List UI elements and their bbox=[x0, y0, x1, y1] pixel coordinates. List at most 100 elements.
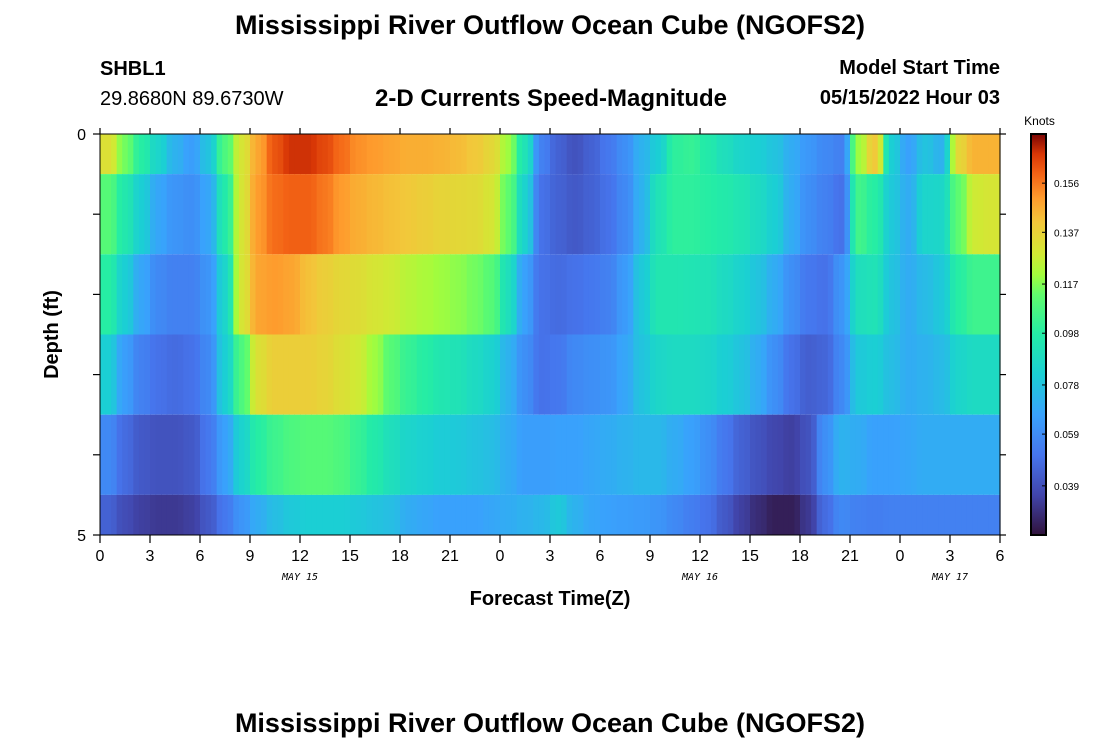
heatmap-cell-r2-h41-0 bbox=[783, 254, 790, 335]
x-tick-label-16: 0 bbox=[896, 548, 905, 565]
heatmap-cell-r5-h27-1 bbox=[555, 494, 562, 535]
heatmap-cell-r5-h41-2 bbox=[794, 494, 801, 535]
heatmap-cell-r2-h25-1 bbox=[522, 254, 529, 335]
heatmap-cell-r5-h34-1 bbox=[672, 494, 679, 535]
heatmap-cell-r0-h36-1 bbox=[705, 134, 712, 175]
heatmap-cell-r5-h16-1 bbox=[372, 494, 379, 535]
heatmap-cell-r2-h15-1 bbox=[355, 254, 362, 335]
heatmap-cell-r5-h14-0 bbox=[333, 494, 340, 535]
heatmap-cell-r3-h32-0 bbox=[633, 334, 640, 415]
heatmap-cell-r2-h37-0 bbox=[716, 254, 723, 335]
heatmap-cell-r1-h8-2 bbox=[244, 174, 251, 255]
heatmap-cell-r3-h37-0 bbox=[716, 334, 723, 415]
x-tick-label-11: 9 bbox=[646, 548, 655, 565]
heatmap-cell-r3-h18-1 bbox=[405, 334, 412, 415]
heatmap-cell-r1-h44-0 bbox=[833, 174, 840, 255]
heatmap-cell-r5-h46-0 bbox=[866, 494, 873, 535]
heatmap-cell-r2-h6-1 bbox=[205, 254, 212, 335]
heatmap-cell-r0-h35-1 bbox=[688, 134, 696, 175]
heatmap-cell-r1-h19-2 bbox=[427, 174, 434, 255]
heatmap-cell-r3-h12-1 bbox=[305, 334, 312, 415]
heatmap-cell-r4-h15-2 bbox=[361, 414, 368, 495]
heatmap-cell-r2-h27-1 bbox=[555, 254, 562, 335]
heatmap-cell-r0-h51-1 bbox=[955, 134, 962, 175]
heatmap-cell-r4-h53-2 bbox=[994, 414, 1001, 495]
heatmap-cell-r0-h20-2 bbox=[444, 134, 451, 175]
heatmap-cell-r2-h0-0 bbox=[100, 254, 107, 335]
heatmap-cell-r0-h17-2 bbox=[394, 134, 401, 175]
heatmap-cell-r2-h32-2 bbox=[644, 254, 651, 335]
heatmap-cell-r2-h14-2 bbox=[344, 254, 351, 335]
heatmap-cell-r4-h37-2 bbox=[727, 414, 734, 495]
heatmap-cell-r1-h4-1 bbox=[172, 174, 179, 255]
heatmap-cell-r4-h31-1 bbox=[622, 414, 629, 495]
heatmap-cell-r3-h51-1 bbox=[955, 334, 962, 415]
heatmap-cell-r3-h46-0 bbox=[866, 334, 873, 415]
x-tick-label-18: 6 bbox=[996, 548, 1005, 565]
heatmap-cell-r2-h36-2 bbox=[711, 254, 718, 335]
heatmap-cell-r4-h10-0 bbox=[266, 414, 273, 495]
heatmap-cell-r0-h34-2 bbox=[677, 134, 684, 175]
heatmap-cell-r4-h5-0 bbox=[183, 414, 190, 495]
heatmap-cell-r4-h31-2 bbox=[627, 414, 634, 495]
heatmap-cell-r4-h27-1 bbox=[555, 414, 562, 495]
heatmap-cell-r1-h10-1 bbox=[272, 174, 279, 255]
heatmap-cell-r1-h12-2 bbox=[311, 174, 318, 255]
heatmap-cell-r3-h6-2 bbox=[211, 334, 218, 415]
heatmap-cell-r4-h43-2 bbox=[827, 414, 834, 495]
heatmap-cell-r5-h48-2 bbox=[911, 494, 918, 535]
heatmap-cell-r0-h16-0 bbox=[366, 134, 373, 175]
heatmap-cell-r2-h52-0 bbox=[966, 254, 973, 335]
heatmap-cell-r5-h31-0 bbox=[616, 494, 623, 535]
heatmap-cell-r4-h9-1 bbox=[255, 414, 262, 495]
heatmap-cell-r0-h43-2 bbox=[827, 134, 834, 175]
heatmap-cell-r5-h44-0 bbox=[833, 494, 840, 535]
heatmap-cell-r0-h34-0 bbox=[666, 134, 673, 175]
heatmap-cell-r4-h10-2 bbox=[277, 414, 284, 495]
heatmap-cell-r1-h11-2 bbox=[294, 174, 301, 255]
heatmap-cell-r2-h39-2 bbox=[761, 254, 768, 335]
heatmap-cell-r4-h28-2 bbox=[577, 414, 584, 495]
heatmap-cell-r0-h53-0 bbox=[983, 134, 990, 175]
heatmap-cell-r3-h44-1 bbox=[838, 334, 846, 415]
heatmap-cell-r1-h5-2 bbox=[194, 174, 201, 255]
x-tick-label-0: 0 bbox=[96, 548, 105, 565]
heatmap-cell-r3-h12-2 bbox=[311, 334, 318, 415]
heatmap-cell-r4-h47-2 bbox=[894, 414, 901, 495]
heatmap-cell-r2-h46-0 bbox=[866, 254, 873, 335]
heatmap-cell-r1-h9-0 bbox=[250, 174, 257, 255]
heatmap-cell-r1-h13-0 bbox=[316, 174, 323, 255]
heatmap-cell-r2-h22-1 bbox=[472, 254, 479, 335]
heatmap-cell-r5-h12-2 bbox=[311, 494, 318, 535]
heatmap-cell-r4-h20-0 bbox=[433, 414, 440, 495]
heatmap-cell-r4-h15-0 bbox=[350, 414, 357, 495]
heatmap-cell-r5-h26-1 bbox=[538, 494, 546, 535]
heatmap-cell-r4-h29-0 bbox=[583, 414, 590, 495]
chart-subtitle: 2-D Currents Speed-Magnitude bbox=[0, 85, 1100, 113]
heatmap-cell-r4-h16-2 bbox=[377, 414, 384, 495]
heatmap-cell-r3-h9-1 bbox=[255, 334, 262, 415]
heatmap-cell-r1-h9-1 bbox=[255, 174, 262, 255]
heatmap-cell-r3-h24-1 bbox=[505, 334, 512, 415]
heatmap-cell-r5-h19-0 bbox=[416, 494, 423, 535]
heatmap-cell-r1-h51-0 bbox=[950, 174, 957, 255]
heatmap-cell-r0-h45-0 bbox=[850, 134, 857, 175]
heatmap-cell-r3-h42-0 bbox=[800, 334, 807, 415]
heatmap-cell-r2-h50-0 bbox=[933, 254, 940, 335]
heatmap-cell-r2-h19-0 bbox=[416, 254, 423, 335]
heatmap-cell-r2-h9-0 bbox=[250, 254, 257, 335]
x-tick-label-9: 3 bbox=[546, 548, 555, 565]
x-tick-label-2: 6 bbox=[196, 548, 205, 565]
heatmap-cell-r0-h50-1 bbox=[938, 134, 946, 175]
heatmap-cell-r2-h36-1 bbox=[705, 254, 712, 335]
heatmap-cell-r5-h1-1 bbox=[122, 494, 129, 535]
heatmap-cell-r3-h38-1 bbox=[738, 334, 746, 415]
heatmap-cell-r5-h32-0 bbox=[633, 494, 640, 535]
heatmap-cell-r4-h0-0 bbox=[100, 414, 107, 495]
heatmap-cell-r4-h13-0 bbox=[316, 414, 323, 495]
heatmap-cell-r5-h18-0 bbox=[400, 494, 407, 535]
heatmap-cell-r3-h37-2 bbox=[727, 334, 734, 415]
heatmap-cell-r3-h36-2 bbox=[711, 334, 718, 415]
heatmap-cell-r0-h52-1 bbox=[972, 134, 979, 175]
heatmap-cell-r5-h31-1 bbox=[622, 494, 629, 535]
